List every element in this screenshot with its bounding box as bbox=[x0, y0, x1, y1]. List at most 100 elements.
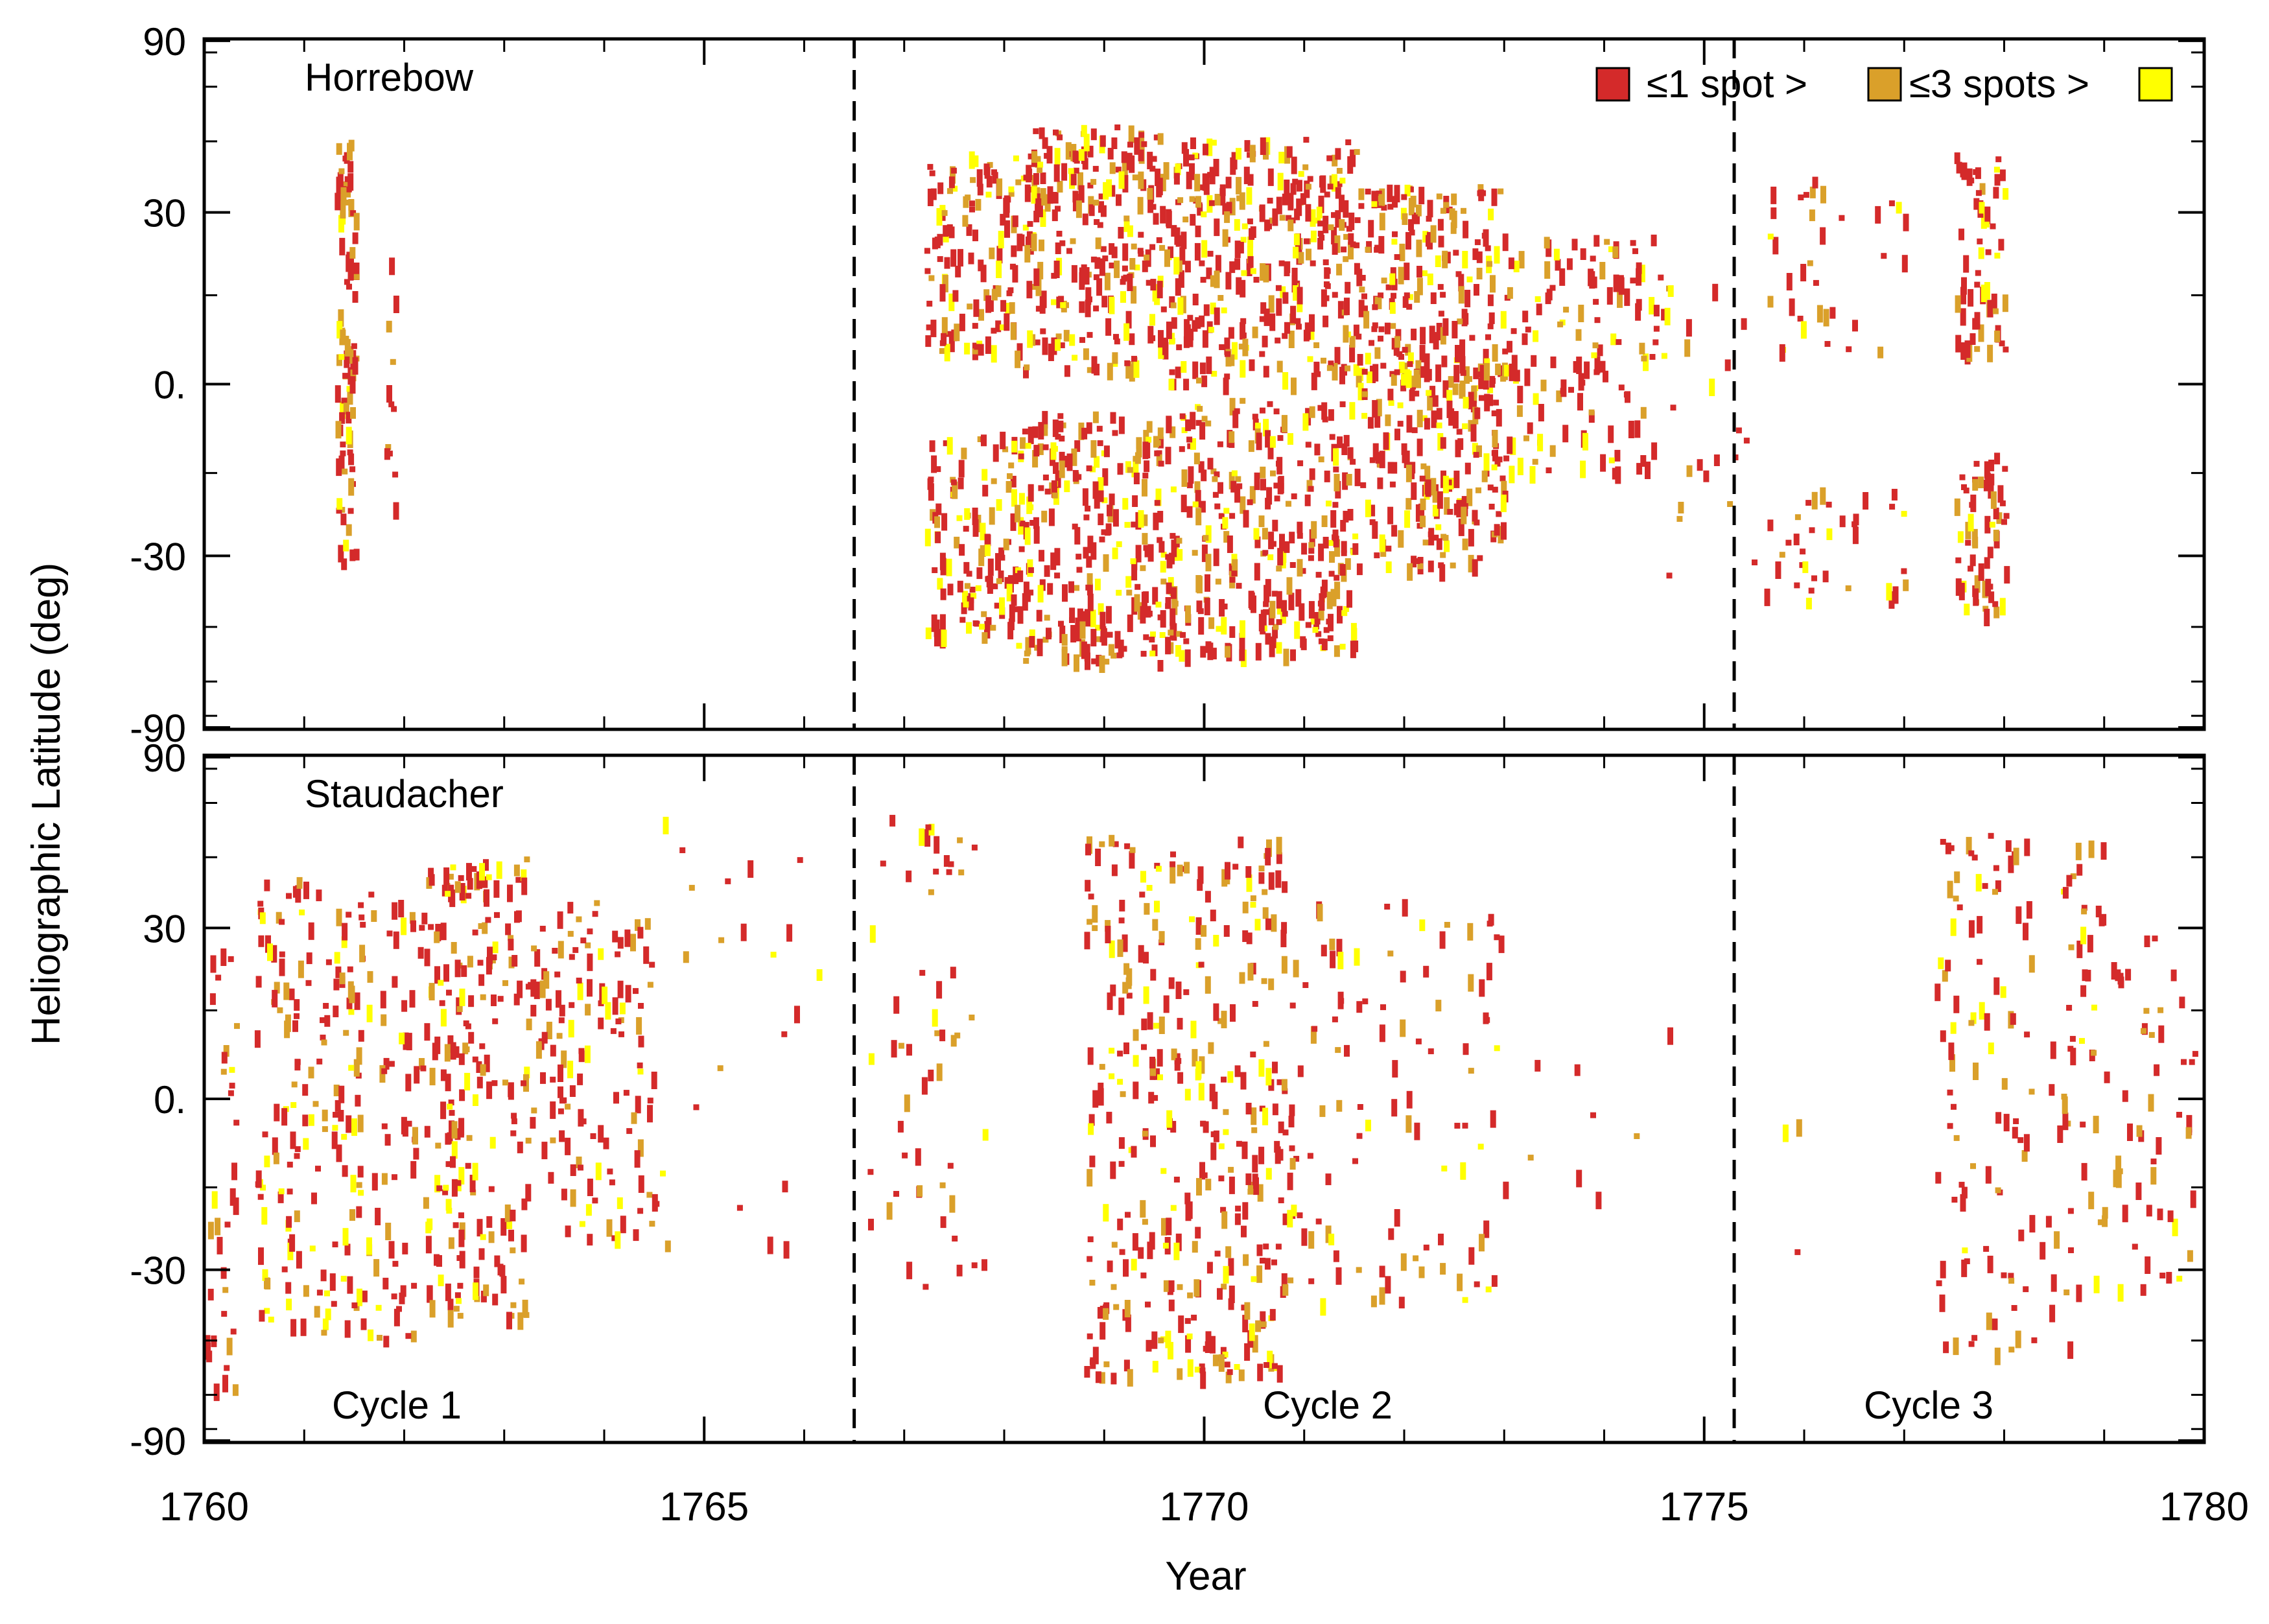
spot-mark bbox=[1311, 1026, 1318, 1032]
spot-mark bbox=[1438, 235, 1444, 248]
spot-mark bbox=[1193, 1279, 1200, 1297]
spot-mark bbox=[1498, 188, 1504, 194]
spot-mark bbox=[357, 1166, 364, 1178]
spot-mark bbox=[1194, 1367, 1201, 1373]
spot-mark bbox=[939, 1182, 946, 1188]
spot-mark bbox=[1140, 565, 1146, 571]
y-tick-label: 0. bbox=[154, 364, 186, 407]
spot-mark bbox=[1839, 215, 1845, 221]
spot-mark bbox=[316, 1058, 323, 1065]
spot-mark bbox=[1185, 1335, 1192, 1353]
spot-mark bbox=[1278, 260, 1285, 266]
spot-mark bbox=[934, 516, 941, 528]
spot-mark bbox=[1179, 446, 1185, 453]
spot-mark bbox=[1078, 185, 1085, 203]
spot-mark bbox=[336, 321, 343, 339]
spot-mark bbox=[1169, 369, 1175, 375]
spot-mark bbox=[570, 1189, 576, 1207]
spot-mark bbox=[1302, 164, 1309, 171]
spot-mark bbox=[1166, 417, 1172, 429]
spot-mark bbox=[337, 172, 344, 190]
spot-mark bbox=[1109, 1048, 1115, 1054]
spot-mark bbox=[958, 869, 965, 876]
spot-mark bbox=[1170, 587, 1177, 599]
spot-mark bbox=[1090, 466, 1096, 473]
spot-mark bbox=[1118, 639, 1124, 657]
spot-mark bbox=[294, 1153, 300, 1159]
spot-mark bbox=[1244, 1343, 1251, 1361]
spot-mark bbox=[1210, 1336, 1216, 1354]
spot-mark bbox=[902, 1152, 908, 1159]
spot-mark bbox=[1056, 231, 1063, 237]
spot-mark bbox=[1136, 437, 1142, 449]
spot-mark bbox=[1160, 578, 1167, 585]
spot-mark bbox=[1339, 564, 1346, 576]
spot-mark bbox=[1969, 554, 1976, 567]
spot-mark bbox=[969, 206, 975, 213]
spot-mark bbox=[943, 440, 949, 447]
spot-mark bbox=[1265, 430, 1271, 448]
spot-mark bbox=[986, 576, 993, 587]
spot-mark bbox=[1158, 460, 1164, 467]
spot-mark bbox=[1272, 1061, 1278, 1074]
spot-mark bbox=[1594, 317, 1601, 324]
spot-mark bbox=[612, 930, 618, 943]
spot-mark bbox=[1464, 290, 1471, 307]
spot-mark bbox=[1112, 547, 1118, 559]
spot-mark bbox=[1963, 488, 1969, 494]
spot-mark bbox=[1184, 1192, 1191, 1205]
spot-mark bbox=[1822, 571, 1829, 583]
spot-mark bbox=[1129, 847, 1136, 853]
spot-mark bbox=[1053, 164, 1060, 182]
spot-mark bbox=[1157, 133, 1164, 145]
spot-mark bbox=[1341, 550, 1347, 556]
spot-mark bbox=[1544, 237, 1550, 249]
spot-mark bbox=[1372, 443, 1379, 461]
spot-mark bbox=[1244, 140, 1251, 152]
spot-mark bbox=[1305, 183, 1311, 190]
spot-mark bbox=[1275, 870, 1282, 888]
legend-swatch-le1 bbox=[1595, 67, 1630, 102]
spot-mark bbox=[1041, 510, 1048, 523]
spot-mark bbox=[1973, 1063, 1979, 1080]
spot-mark bbox=[1417, 563, 1424, 569]
spot-mark bbox=[1779, 344, 1785, 362]
spot-mark bbox=[1686, 319, 1692, 337]
spot-mark bbox=[1365, 499, 1371, 517]
spot-mark bbox=[1042, 475, 1049, 480]
spot-mark bbox=[1111, 652, 1117, 659]
spot-mark bbox=[2097, 1219, 2104, 1225]
spot-mark bbox=[513, 864, 520, 877]
spot-mark bbox=[995, 285, 1002, 298]
spot-mark bbox=[1066, 248, 1072, 254]
spot-mark bbox=[1269, 217, 1275, 224]
spot-mark bbox=[358, 1190, 364, 1196]
spot-mark bbox=[1640, 406, 1647, 419]
spot-mark bbox=[1208, 327, 1214, 333]
spot-mark bbox=[926, 324, 932, 331]
spot-mark bbox=[1356, 563, 1363, 576]
spot-mark bbox=[1458, 518, 1464, 536]
spot-mark bbox=[1973, 198, 1980, 210]
spot-mark bbox=[1985, 249, 1992, 255]
spot-mark bbox=[1639, 342, 1645, 355]
spot-mark bbox=[534, 982, 540, 1000]
spot-mark bbox=[1599, 360, 1606, 373]
spot-mark bbox=[1181, 427, 1188, 434]
spot-mark bbox=[1270, 470, 1276, 477]
spot-mark bbox=[1779, 552, 1785, 558]
spot-mark bbox=[1816, 305, 1823, 323]
spot-mark bbox=[1134, 265, 1140, 271]
spot-mark bbox=[2100, 842, 2107, 860]
spot-mark bbox=[1123, 215, 1130, 222]
spot-mark bbox=[449, 1120, 454, 1138]
spot-mark bbox=[351, 1118, 357, 1136]
spot-mark bbox=[335, 1100, 341, 1112]
spot-mark bbox=[1150, 1135, 1156, 1147]
spot-mark bbox=[1358, 188, 1365, 200]
spot-mark bbox=[1131, 1258, 1137, 1271]
spot-mark bbox=[1263, 419, 1269, 437]
spot-mark bbox=[1775, 561, 1781, 579]
spot-mark bbox=[1379, 1024, 1385, 1042]
spot-mark bbox=[1805, 598, 1812, 609]
